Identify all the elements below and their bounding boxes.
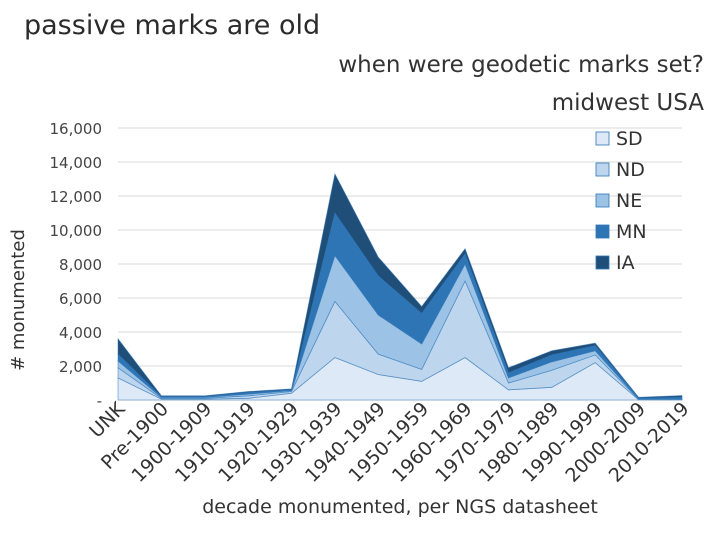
y-tick-label: 8,000 [59, 256, 102, 274]
y-axis-label: # monumented [8, 229, 29, 371]
y-tick-label: 14,000 [50, 154, 103, 172]
y-tick-label: 12,000 [50, 188, 103, 206]
legend-swatch-nd [595, 162, 610, 177]
legend-label: MN [616, 221, 647, 243]
y-tick-label: 16,000 [50, 120, 103, 138]
x-axis-ticks: UNKPre-19001900-19091910-19191920-192919… [85, 398, 693, 487]
chart-title-line-2: midwest USA [551, 90, 704, 116]
legend-swatch-ia [595, 255, 610, 270]
area-series-group [117, 172, 683, 401]
y-tick-label: 6,000 [59, 290, 102, 308]
chart-title-line-1: when were geodetic marks set? [338, 52, 704, 78]
legend-swatch-ne [595, 193, 610, 208]
legend-label: ND [616, 159, 645, 181]
area-ia [117, 172, 683, 399]
y-tick-label: 10,000 [50, 222, 103, 240]
x-axis-label: decade monumented, per NGS datasheet [202, 496, 598, 518]
legend-swatch-mn [595, 224, 610, 239]
y-tick-label: - [97, 392, 102, 410]
y-axis-ticks: - 2,000 4,000 6,000 8,000 10,000 12,000 14,000 1… [50, 120, 103, 410]
legend: SD ND NE MN IA [595, 128, 647, 274]
legend-swatch-sd [595, 131, 610, 146]
slide-title: passive marks are old [24, 10, 321, 41]
legend-label: IA [616, 252, 635, 274]
y-tick-label: 2,000 [59, 358, 102, 376]
y-tick-label: 4,000 [59, 324, 102, 342]
legend-label: NE [616, 190, 642, 212]
legend-label: SD [616, 128, 643, 150]
